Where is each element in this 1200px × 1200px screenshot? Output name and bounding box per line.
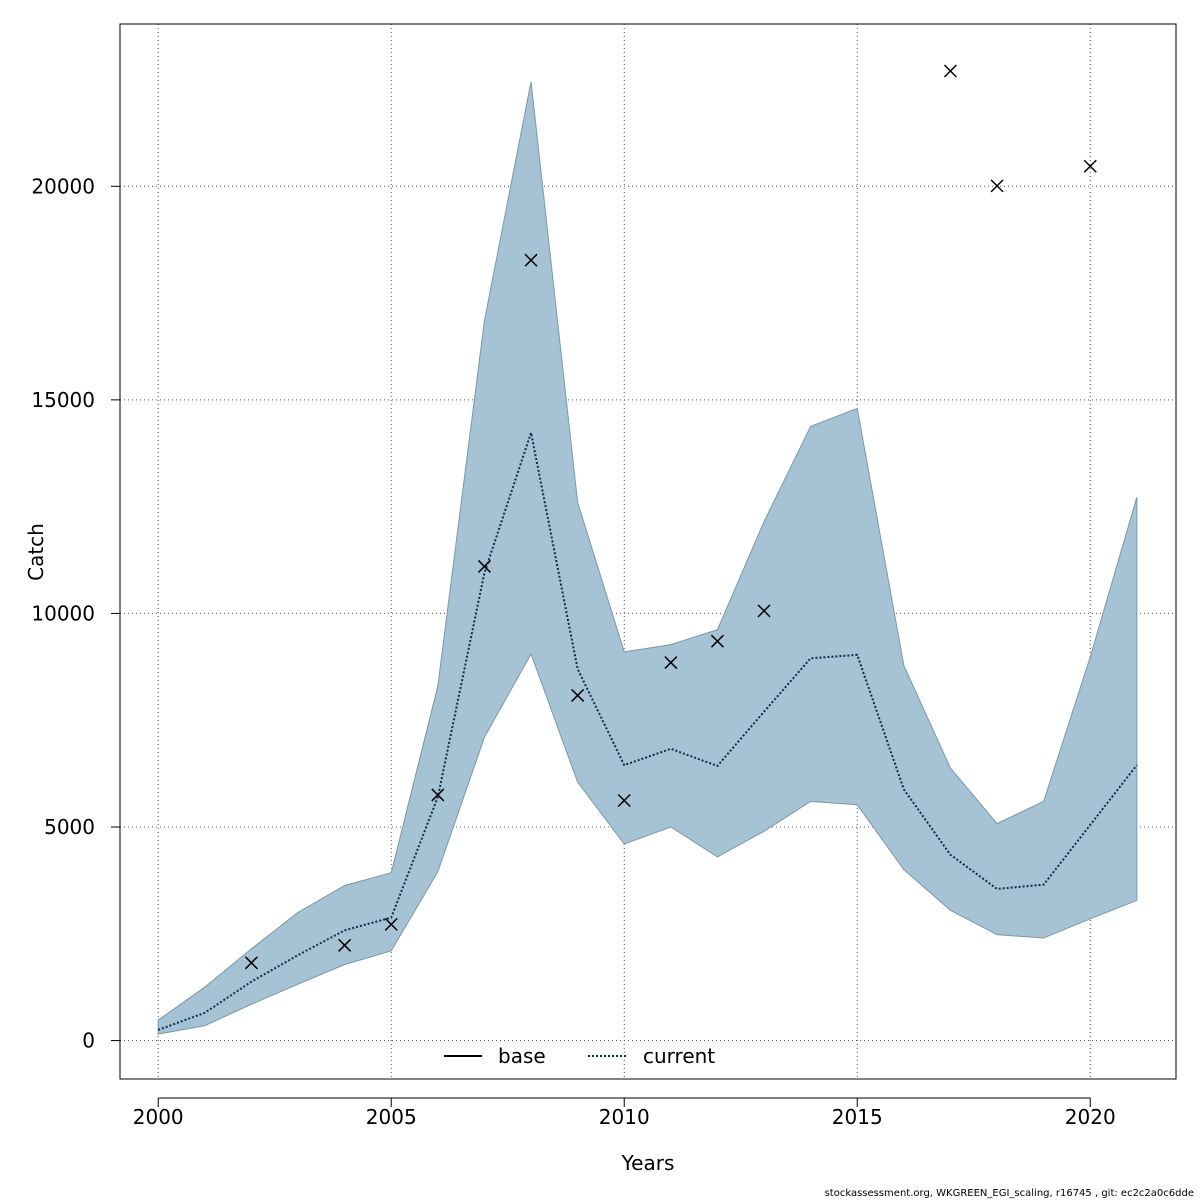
observation-marker — [431, 788, 445, 802]
marker-stroke — [338, 938, 352, 952]
marker-stroke — [477, 559, 491, 573]
observation-marker — [664, 656, 678, 670]
series-line-current — [157, 428, 1138, 1031]
marker-stroke — [617, 793, 631, 808]
observation-marker — [571, 688, 585, 702]
y-tick-label: 20000 — [31, 174, 95, 198]
marker-stroke — [990, 179, 1004, 193]
observation-marker — [524, 253, 538, 267]
y-axis-title: Catch — [24, 523, 48, 581]
y-tick-label: 15000 — [31, 388, 95, 412]
x-axis-title: Years — [621, 1151, 675, 1175]
marker-stroke — [943, 64, 957, 78]
observation-marker-layer — [244, 64, 1097, 970]
series-line-layer — [157, 428, 1138, 1031]
y-axis: 0 5000 10000 15000 20000 — [31, 174, 121, 1053]
observation-marker — [384, 917, 398, 931]
marker-stroke — [524, 253, 538, 267]
x-axis: 2000 2005 2010 2015 2020 — [133, 1097, 1116, 1129]
observation-marker — [244, 956, 258, 970]
y-tick-label: 5000 — [44, 815, 95, 839]
confidence-band-layer — [157, 81, 1138, 1035]
legend-current-label: current — [643, 1044, 715, 1068]
x-tick-label: 2015 — [832, 1105, 883, 1129]
observation-marker — [990, 179, 1004, 193]
observation-marker — [617, 793, 631, 808]
x-tick-label: 2020 — [1065, 1105, 1116, 1129]
observation-marker — [710, 634, 724, 648]
marker-stroke — [571, 688, 585, 702]
marker-stroke — [244, 956, 258, 970]
marker-stroke — [710, 634, 724, 648]
observation-marker — [338, 938, 352, 952]
x-tick-label: 2005 — [366, 1105, 417, 1129]
marker-stroke — [384, 917, 398, 931]
legend-base-label: base — [498, 1044, 546, 1068]
x-tick-label: 2010 — [599, 1105, 650, 1129]
marker-stroke — [757, 604, 771, 618]
observation-marker — [943, 64, 957, 78]
x-tick-label: 2000 — [133, 1105, 184, 1129]
marker-stroke — [1083, 159, 1097, 173]
y-tick-label: 10000 — [31, 601, 95, 625]
observation-marker — [757, 604, 771, 618]
observation-marker — [477, 559, 491, 573]
footer-note: stockassessment.org, WKGREEN_EGI_scaling… — [825, 1188, 1194, 1199]
marker-stroke — [664, 656, 678, 670]
legend: base current — [444, 1044, 715, 1068]
confidence-band — [157, 81, 1138, 1035]
marker-stroke — [431, 788, 445, 802]
y-tick-label: 0 — [82, 1029, 95, 1053]
observation-marker — [1083, 159, 1097, 173]
